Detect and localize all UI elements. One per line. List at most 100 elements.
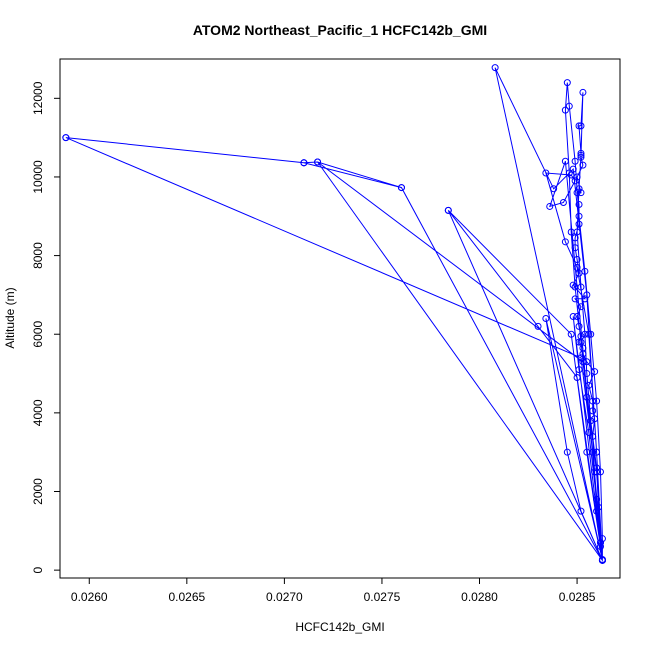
data-point xyxy=(314,158,322,166)
data-point xyxy=(581,295,589,303)
data-point xyxy=(561,157,569,165)
x-axis-label: HCFC142b_GMI xyxy=(295,620,384,634)
data-point xyxy=(542,169,550,177)
data-point xyxy=(569,313,577,321)
data-point xyxy=(589,407,597,415)
y-tick-label: 8000 xyxy=(31,242,45,269)
data-point xyxy=(593,507,601,515)
x-tick-label: 0.0280 xyxy=(461,590,498,604)
data-point xyxy=(575,212,583,220)
data-point xyxy=(585,330,593,338)
data-point xyxy=(577,151,585,159)
data-point xyxy=(62,134,70,142)
data-point xyxy=(577,354,585,362)
data-point xyxy=(573,313,581,321)
data-point xyxy=(585,429,593,437)
data-point xyxy=(579,161,587,169)
data-point xyxy=(569,165,577,173)
data-point xyxy=(579,88,587,96)
data-point xyxy=(577,153,585,161)
data-point xyxy=(561,238,569,246)
data-point xyxy=(583,358,591,366)
data-point xyxy=(577,149,585,157)
data-point xyxy=(585,381,593,389)
data-point xyxy=(567,228,575,236)
x-tick-label: 0.0260 xyxy=(71,590,108,604)
x-tick-label: 0.0285 xyxy=(559,590,596,604)
data-point xyxy=(583,291,591,299)
data-point xyxy=(444,206,452,214)
x-axis: 0.0260 0.0265 0.0270 0.0275 0.0280 0.0285 xyxy=(71,577,596,604)
data-point xyxy=(598,535,606,543)
data-point xyxy=(559,199,567,207)
data-point xyxy=(573,373,581,381)
data-point xyxy=(589,448,597,456)
data-point xyxy=(577,338,585,346)
y-tick-label: 6000 xyxy=(31,321,45,348)
data-point xyxy=(575,200,583,208)
data-point xyxy=(575,366,583,374)
data-point xyxy=(596,468,604,476)
chart-title: ATOM2 Northeast_Pacific_1 HCFC142b_GMI xyxy=(193,22,487,38)
data-point xyxy=(575,322,583,330)
y-tick-label: 2000 xyxy=(31,478,45,505)
data-point xyxy=(550,185,558,193)
x-tick-label: 0.0270 xyxy=(266,590,303,604)
data-point xyxy=(563,448,571,456)
data-point xyxy=(565,169,573,177)
data-point xyxy=(546,202,554,210)
data-point xyxy=(587,417,595,425)
data-point xyxy=(587,330,595,338)
data-point xyxy=(596,543,604,551)
y-tick-label: 10000 xyxy=(31,160,45,194)
data-point xyxy=(589,432,597,440)
data-point xyxy=(571,295,579,303)
y-axis: 0 2000 4000 6000 8000 10000 12000 xyxy=(31,81,61,573)
data-point xyxy=(575,185,583,193)
data-point xyxy=(575,220,583,228)
data-point xyxy=(593,468,601,476)
series-line xyxy=(65,67,604,563)
data-point xyxy=(591,415,599,423)
data-point xyxy=(577,507,585,515)
data-point xyxy=(571,177,579,185)
y-tick-label: 0 xyxy=(31,566,45,573)
data-point xyxy=(542,315,550,322)
data-point xyxy=(581,267,589,275)
data-point xyxy=(561,106,569,114)
data-point xyxy=(569,281,577,289)
data-point xyxy=(595,503,603,511)
data-point xyxy=(596,539,604,547)
data-point xyxy=(565,102,573,110)
data-point xyxy=(593,495,601,503)
data-point xyxy=(593,464,601,472)
data-point xyxy=(571,157,579,165)
data-point xyxy=(577,189,585,197)
y-tick-label: 12000 xyxy=(31,81,45,115)
data-point xyxy=(573,189,581,197)
data-point xyxy=(534,322,542,330)
data-point xyxy=(591,368,599,376)
data-point xyxy=(583,370,591,378)
data-point xyxy=(573,256,581,264)
x-tick-label: 0.0275 xyxy=(364,590,401,604)
data-point xyxy=(567,330,575,338)
data-point xyxy=(598,556,606,564)
data-point xyxy=(300,159,308,167)
y-axis-label: Altitude (m) xyxy=(3,287,17,348)
data-point xyxy=(593,397,601,405)
data-point xyxy=(589,397,597,405)
data-point xyxy=(575,122,583,130)
series-layer xyxy=(62,64,606,564)
data-point xyxy=(571,244,579,252)
data-point xyxy=(577,303,585,311)
y-tick-label: 4000 xyxy=(31,399,45,426)
data-point xyxy=(583,393,591,401)
data-point xyxy=(577,122,585,130)
x-tick-label: 0.0265 xyxy=(168,590,205,604)
data-point xyxy=(563,79,571,87)
data-point xyxy=(579,358,587,366)
data-point xyxy=(593,448,601,456)
